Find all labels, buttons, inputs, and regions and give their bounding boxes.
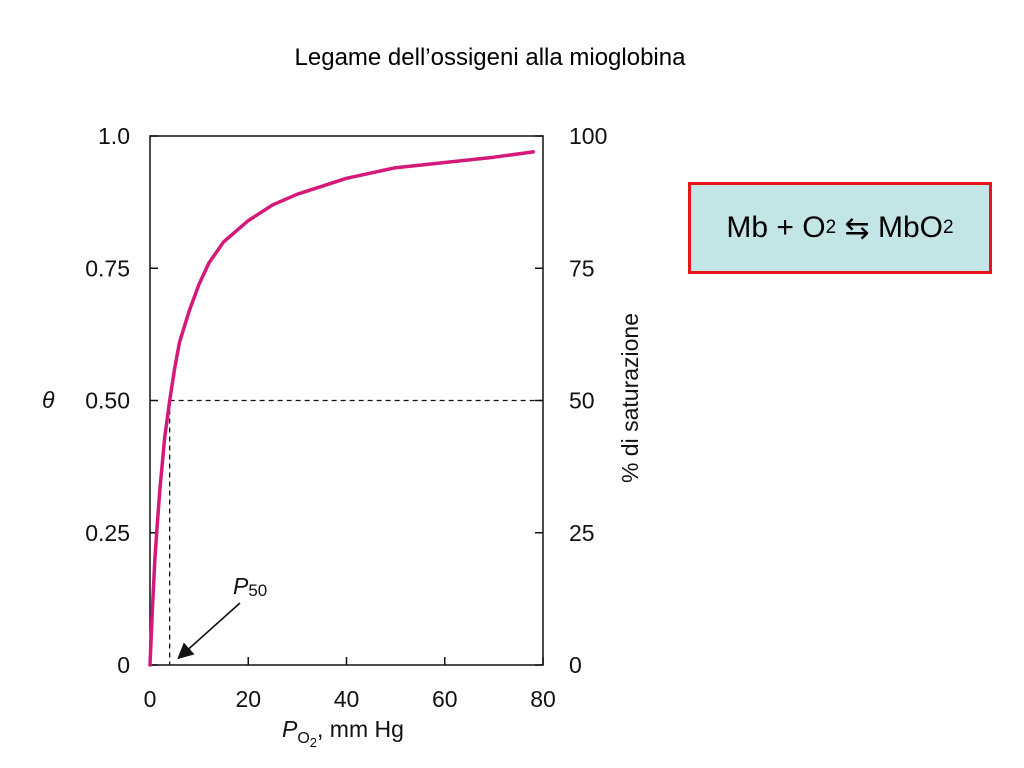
page-title: Legame dell’ossigeni alla mioglobina (294, 44, 686, 71)
x-tick-label-80: 80 (530, 686, 556, 712)
y-left-tick-label-0.75: 0.75 (85, 255, 130, 281)
equation-lhs: Mb + O (726, 211, 826, 244)
p50-annotation: P50 (233, 573, 267, 600)
x-tick-label-0: 0 (144, 686, 157, 712)
equation-rhs: MbO (878, 211, 944, 244)
y-axis-label-left: θ (42, 387, 55, 413)
y-right-tick-label-25: 25 (569, 520, 595, 546)
equation-subscript-mbo2: 2 (943, 217, 954, 238)
equation-subscript-o2: 2 (825, 217, 837, 238)
y-axis-label-right: % di saturazione (617, 313, 643, 483)
x-tick-label-40: 40 (334, 686, 360, 712)
p50-arrow (177, 602, 241, 660)
y-right-tick-label-75: 75 (569, 255, 595, 281)
y-left-tick-label-0.50: 0.50 (85, 388, 130, 414)
y-left-tick-label-1.0: 1.0 (98, 123, 130, 149)
x-axis-label: PO2, mm Hg (282, 716, 404, 750)
y-left-tick-label-0.25: 0.25 (85, 520, 130, 546)
y-right-tick-label-0: 0 (569, 652, 582, 678)
axis-tick-labels: 0 20 40 60 80 0 0.25 0.50 0.75 1.0 0 25 50 75 100 (85, 123, 607, 712)
x-tick-label-20: 20 (235, 686, 261, 712)
equilibrium-arrow-icon: ⇆ (836, 211, 878, 245)
y-left-tick-label-0: 0 (117, 652, 130, 678)
series-line-saturation (148, 150, 535, 667)
x-tick-label-60: 60 (432, 686, 458, 712)
y-right-tick-label-100: 100 (569, 123, 607, 149)
y-right-tick-label-50: 50 (569, 388, 595, 414)
